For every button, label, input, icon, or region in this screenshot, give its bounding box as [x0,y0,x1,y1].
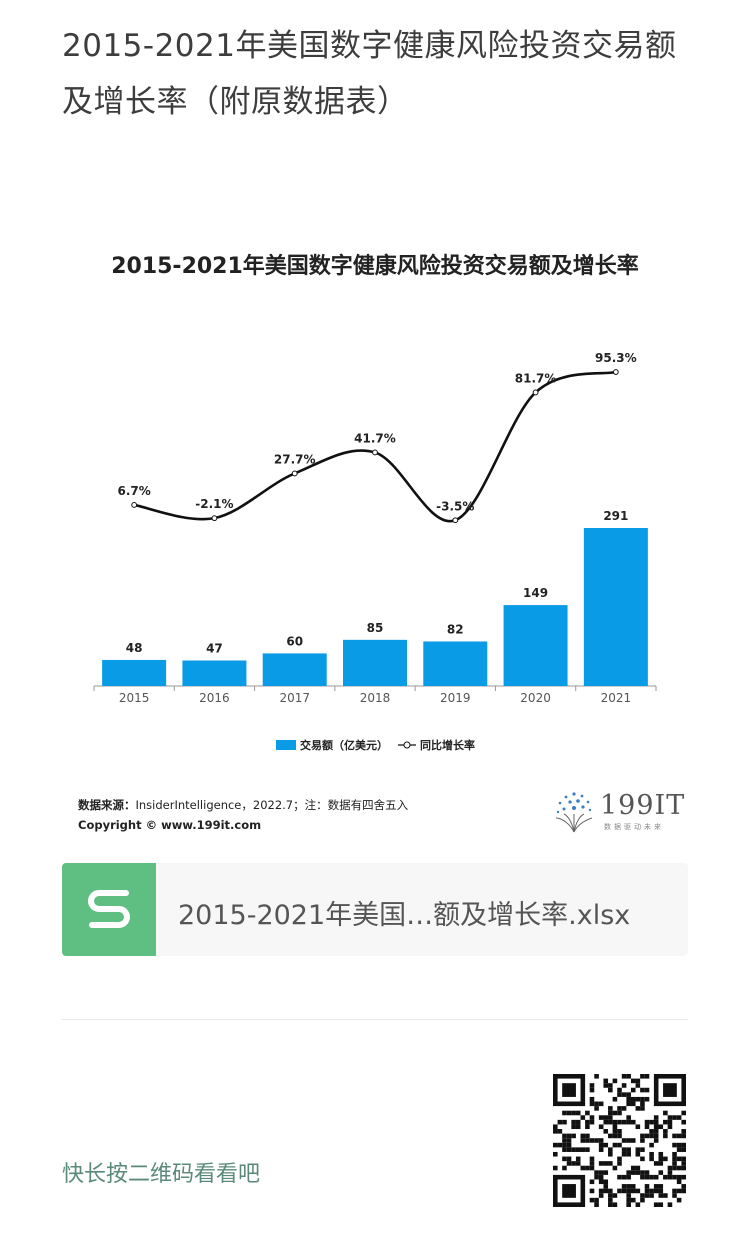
brand-name: 199IT [600,790,686,821]
growth-rate-label: 41.7% [354,431,396,445]
spreadsheet-icon [62,863,156,956]
source-note: 数据来源：InsiderIntelligence，2022.7；注：数据有四舍五… [78,795,408,835]
bar-value-label: 149 [523,586,548,600]
x-tick-label: 2018 [360,691,391,705]
growth-rate-label: 81.7% [515,371,557,385]
legend-swatch-bar [276,740,296,750]
file-attachment[interactable]: 2015-2021年美国…额及增长率.xlsx [62,863,688,956]
legend-label-line: 同比增长率 [420,738,475,752]
copyright-text: Copyright © www.199it.com [78,818,262,832]
growth-rate-point [532,389,539,396]
legend-swatch-marker [403,741,411,749]
divider [62,1019,688,1020]
brand-tagline: 数据驱动未来 [604,823,664,831]
chart: 48 2015 47 2016 60 2017 85 2018 82 2019 149 2020 291… [93,351,657,752]
bar-2019 [423,641,488,686]
x-tick-label: 2019 [440,691,471,705]
brand-logo: 199IT 数据驱动未来 [552,788,686,836]
source-text: InsiderIntelligence，2022.7；注：数据有四舍五入 [135,798,409,812]
bar-value-label: 60 [286,634,303,648]
legend-label-bar: 交易额（亿美元） [300,738,388,752]
bar-2017 [262,653,327,686]
page-title: 2015-2021年美国数字健康风险投资交易额及增长率（附原数据表） [62,28,677,120]
growth-rate-point [211,515,218,522]
qr-code[interactable] [553,1074,686,1207]
growth-rate-label: 6.7% [118,484,151,498]
bar-value-label: 85 [367,621,384,635]
x-tick-label: 2016 [199,691,230,705]
x-tick-label: 2020 [520,691,551,705]
bar-2021 [583,527,648,686]
growth-rate-point [131,502,138,508]
bar-value-label: 291 [603,509,628,523]
dandelion-icon [555,792,593,833]
growth-rate-label: 27.7% [274,452,316,466]
bar-value-label: 48 [126,641,143,655]
footer-hint: 快长按二维码看看吧 [62,1162,261,1187]
bar-value-label: 47 [206,641,223,655]
growth-rate-label: -3.5% [436,499,474,513]
bar-2016 [182,660,247,686]
bar-2018 [343,639,407,686]
growth-rate-point [372,449,378,456]
x-tick-label: 2021 [601,691,632,705]
file-name[interactable]: 2015-2021年美国…额及增长率.xlsx [178,900,631,931]
chart-title: 2015-2021年美国数字健康风险投资交易额及增长率 [111,254,639,279]
bar-2020 [503,605,568,686]
bar-value-label: 82 [447,622,464,636]
source-label: 数据来源： [78,798,136,812]
growth-rate-label: 95.3% [595,351,637,365]
x-tick-label: 2017 [279,691,310,705]
bar-2015 [102,659,167,686]
growth-rate-point [452,517,459,524]
growth-rate-label: -2.1% [195,497,233,511]
x-tick-label: 2015 [119,691,150,705]
growth-rate-point [291,470,298,477]
growth-rate-point [612,369,619,375]
